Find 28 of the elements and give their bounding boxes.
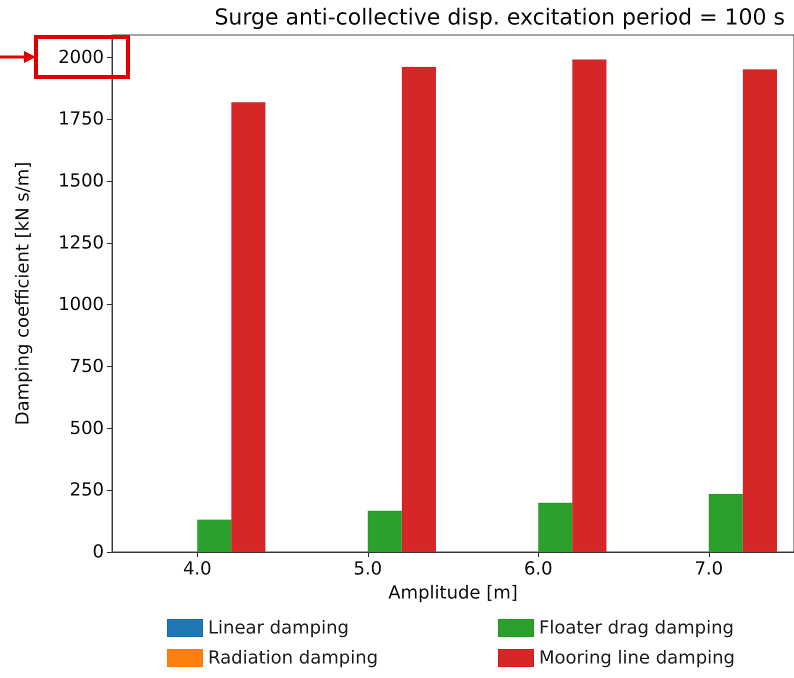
bar: [572, 59, 606, 552]
y-tick-label: 1000: [58, 294, 104, 316]
chart-title: Surge anti-collective disp. excitation period = 100 s: [214, 6, 786, 30]
y-tick-label: 1750: [58, 108, 104, 130]
legend-label: Floater drag damping: [539, 618, 734, 638]
x-tick-label: 5.0: [353, 558, 382, 580]
y-tick-label: 750: [70, 356, 104, 377]
legend-label: Mooring line damping: [539, 648, 735, 668]
x-tick-label: 6.0: [524, 558, 553, 580]
y-tick-label: 2000: [58, 46, 104, 68]
legend-label: Linear damping: [208, 618, 349, 638]
bar: [742, 69, 777, 552]
bar: [402, 66, 436, 552]
y-axis-title: Damping coefficient [kN s/m]: [12, 162, 34, 426]
bar: [231, 102, 266, 552]
y-tick-label: 250: [70, 480, 104, 501]
y-tick-label: 500: [70, 418, 104, 439]
bar: [708, 494, 743, 552]
x-tick-label: 7.0: [694, 558, 724, 580]
x-axis-title: Amplitude [m]: [388, 582, 518, 604]
y-tick-label: 1500: [58, 170, 104, 192]
y-tick-label: 0: [92, 542, 104, 562]
bar: [538, 502, 572, 552]
bar: [197, 520, 232, 552]
legend-label: Radiation damping: [208, 648, 378, 668]
x-tick-label: 4.0: [182, 558, 212, 580]
y-tick-label: 1250: [58, 232, 104, 254]
bar: [368, 510, 402, 552]
